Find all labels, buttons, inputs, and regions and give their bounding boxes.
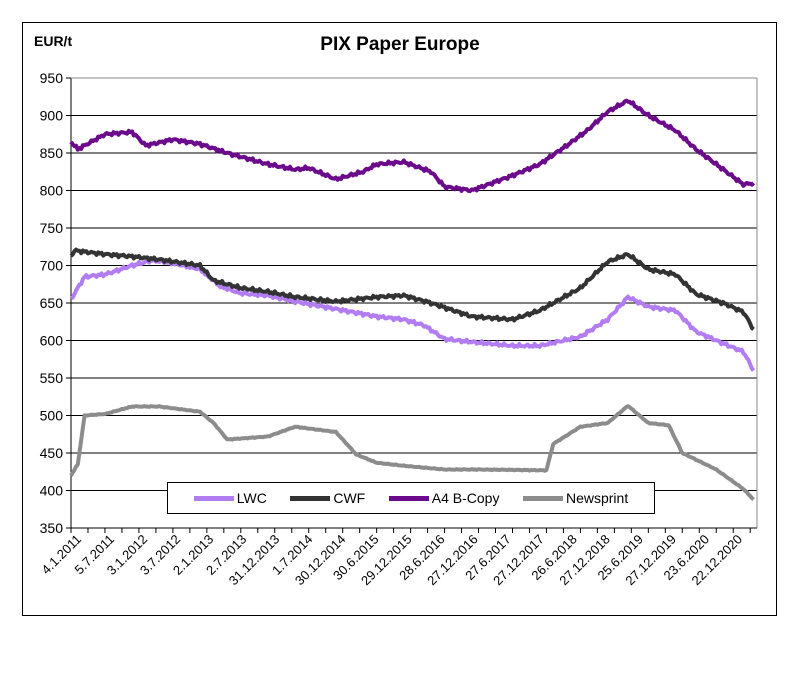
- legend-label: LWC: [236, 490, 267, 506]
- y-tick-label: 350: [40, 520, 64, 536]
- y-tick-label: 850: [40, 145, 64, 161]
- series-line-cwf: [69, 247, 755, 331]
- legend-item-a4-b-copy: A4 B-Copy: [388, 490, 500, 506]
- y-tick-label: 750: [40, 220, 64, 236]
- legend-item-lwc: LWC: [193, 490, 267, 506]
- legend-swatch: [193, 495, 234, 501]
- series-line-a4-b-copy: [69, 98, 756, 194]
- y-tick-label: 500: [40, 408, 64, 424]
- legend-item-newsprint: Newsprint: [522, 490, 629, 506]
- y-tick-label: 450: [40, 445, 64, 461]
- legend-item-cwf: CWF: [290, 490, 365, 506]
- series-line-newsprint: [69, 404, 755, 501]
- chart-title: PIX Paper Europe: [320, 34, 480, 55]
- legend-swatch: [388, 495, 429, 501]
- legend-label: A4 B-Copy: [431, 490, 500, 506]
- legend-label: Newsprint: [565, 490, 629, 506]
- legend-label: CWF: [333, 490, 366, 506]
- y-axis-label: EUR/t: [34, 33, 73, 49]
- y-tick-label: 650: [40, 295, 64, 311]
- y-tick-label: 800: [40, 183, 64, 199]
- chart-frame: [22, 22, 777, 616]
- legend-swatch: [290, 495, 331, 501]
- y-tick-label: 550: [40, 370, 64, 386]
- y-tick-label: 400: [40, 483, 64, 499]
- legend: LWC CWF A4 B-Copy Newsprint: [167, 482, 655, 514]
- y-tick-label: 950: [40, 70, 64, 86]
- y-tick-label: 900: [40, 108, 64, 124]
- legend-swatch: [522, 495, 563, 501]
- series-line-lwc: [70, 256, 756, 372]
- y-tick-label: 700: [40, 258, 64, 274]
- y-tick-label: 600: [40, 333, 64, 349]
